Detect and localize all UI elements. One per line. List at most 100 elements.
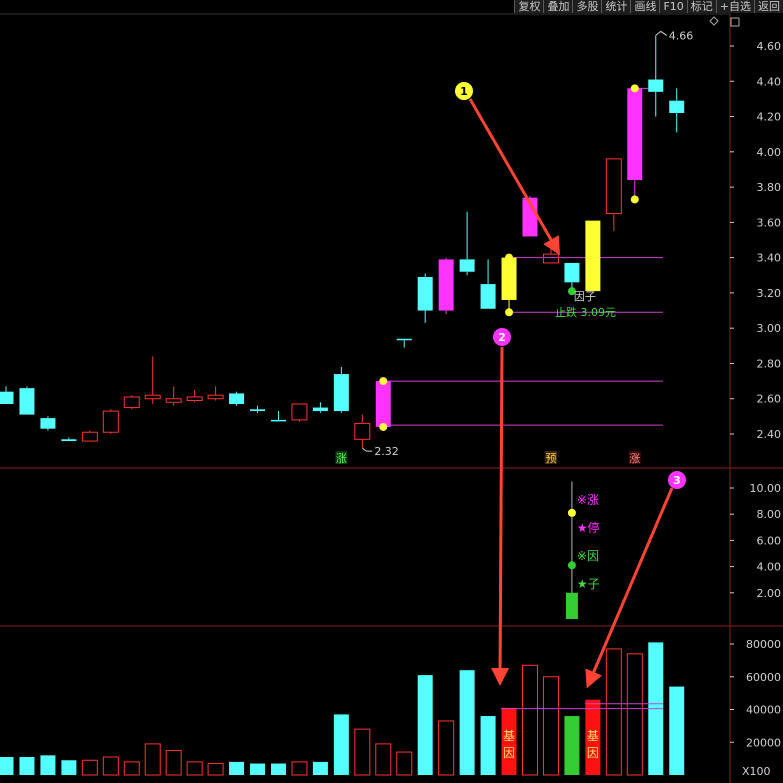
volume-bar bbox=[186, 761, 203, 776]
candle-body bbox=[0, 391, 14, 405]
signal-dot bbox=[630, 84, 639, 93]
candle-body bbox=[61, 439, 77, 442]
volume-bar bbox=[585, 699, 601, 775]
candle-body bbox=[375, 381, 391, 427]
indicator-label: ※涨 bbox=[577, 492, 599, 507]
candle-body bbox=[669, 100, 685, 114]
volume-bar bbox=[229, 761, 245, 775]
candle-body bbox=[312, 407, 328, 412]
volume-bar bbox=[123, 761, 140, 776]
volume-bar bbox=[207, 763, 224, 776]
candle-body bbox=[417, 277, 433, 311]
price-tick-label: 3.60 bbox=[757, 216, 782, 229]
toolbar-button-0[interactable]: 复权 bbox=[514, 0, 544, 13]
indicator-tick-label: 8.00 bbox=[757, 508, 782, 521]
signal-box-bg bbox=[628, 451, 641, 464]
candle-body bbox=[207, 394, 224, 400]
candle-body bbox=[229, 393, 245, 405]
toolbar-button-6[interactable]: 标记 bbox=[686, 0, 716, 13]
volume-bar bbox=[522, 664, 538, 776]
candle-body bbox=[564, 262, 580, 283]
candle-body bbox=[648, 79, 664, 92]
candle-body bbox=[542, 253, 559, 264]
low-marker bbox=[362, 447, 373, 452]
square-icon bbox=[730, 17, 740, 27]
indicator-label: ★停 bbox=[577, 520, 600, 535]
inbar-label-yin: 因 bbox=[503, 746, 515, 760]
candle-body bbox=[165, 398, 182, 403]
volume-bar bbox=[61, 760, 77, 775]
indicator-marker-green bbox=[567, 561, 576, 570]
volume-bar bbox=[480, 716, 496, 775]
volume-bar bbox=[669, 686, 685, 775]
low-price-label: 2.32 bbox=[374, 445, 399, 458]
inbar-label-ji: 基 bbox=[587, 729, 599, 743]
candle-body bbox=[123, 396, 140, 409]
toolbar-button-2[interactable]: 多股 bbox=[572, 0, 602, 13]
indicator-tick-label: 2.00 bbox=[757, 587, 782, 600]
toolbar: 复权 叠加 多股 统计 画线 F10 标记 +自选 返回 bbox=[514, 0, 783, 13]
candle-body bbox=[19, 388, 35, 415]
volume-unit-label: X100 bbox=[742, 765, 771, 778]
volume-bar bbox=[438, 720, 455, 776]
price-tick-label: 3.40 bbox=[757, 252, 782, 265]
toolbar-button-8[interactable]: 返回 bbox=[754, 0, 783, 13]
arrow-2 bbox=[491, 346, 510, 686]
indicator-label: ※因 bbox=[577, 549, 599, 563]
callout-number-3: 3 bbox=[673, 474, 681, 487]
candle-body bbox=[333, 374, 349, 412]
signal-dot bbox=[505, 253, 514, 262]
price-tick-label: 3.20 bbox=[757, 287, 782, 300]
volume-bar bbox=[564, 716, 580, 775]
volume-bar bbox=[19, 756, 35, 775]
arrow-3 bbox=[585, 487, 674, 689]
volume-tick-label: 60000 bbox=[746, 671, 781, 684]
indicator-tick-label: 6.00 bbox=[757, 534, 782, 547]
diamond-icon bbox=[709, 16, 719, 26]
volume-bar bbox=[40, 755, 56, 775]
signal-dot bbox=[379, 422, 388, 431]
price-tick-label: 3.80 bbox=[757, 181, 782, 194]
price-tick-label: 4.40 bbox=[757, 75, 782, 88]
indicator-label: ★子 bbox=[577, 577, 600, 591]
volume-bar bbox=[354, 728, 371, 776]
signal-dot bbox=[567, 287, 576, 296]
high-marker bbox=[655, 30, 668, 36]
arrow-1 bbox=[468, 98, 560, 256]
signal-dot bbox=[379, 377, 388, 386]
price-tick-label: 4.00 bbox=[757, 146, 782, 159]
toolbar-button-3[interactable]: 统计 bbox=[601, 0, 631, 13]
price-tick-label: 4.60 bbox=[757, 40, 782, 53]
indicator-marker-yellow bbox=[567, 508, 576, 517]
indicator-tick-label: 4.00 bbox=[757, 561, 782, 574]
volume-bar bbox=[626, 653, 643, 776]
candle-body bbox=[627, 88, 643, 181]
unit-bg bbox=[738, 764, 783, 778]
toolbar-button-5[interactable]: F10 bbox=[659, 0, 687, 13]
inbar-label-yin: 因 bbox=[587, 746, 599, 760]
candle-body bbox=[102, 410, 119, 433]
indicator-tick-label: 10.00 bbox=[750, 482, 782, 495]
price-tick-label: 2.80 bbox=[757, 357, 782, 370]
candle-body bbox=[459, 259, 475, 272]
callout-circle-2 bbox=[493, 328, 511, 346]
callout-circle-3 bbox=[668, 471, 686, 489]
callout-number-2: 2 bbox=[498, 331, 506, 344]
signal-box-bg bbox=[335, 451, 348, 464]
toolbar-button-4[interactable]: 画线 bbox=[630, 0, 660, 13]
volume-bar bbox=[165, 749, 182, 776]
volume-bar bbox=[459, 670, 475, 775]
volume-bar bbox=[291, 761, 308, 776]
signal-box-bg bbox=[544, 451, 557, 464]
signal-dot bbox=[505, 308, 514, 317]
signal-label-yu: 预 bbox=[545, 452, 556, 465]
volume-bar bbox=[144, 743, 161, 776]
volume-bar bbox=[0, 756, 14, 775]
signal-label-zhang-2: 涨 bbox=[629, 452, 640, 465]
volume-bar bbox=[81, 759, 98, 776]
candle-body bbox=[585, 220, 601, 292]
toolbar-button-1[interactable]: 叠加 bbox=[543, 0, 573, 13]
callout-number-1: 1 bbox=[460, 85, 468, 98]
toolbar-button-7[interactable]: +自选 bbox=[715, 0, 754, 13]
